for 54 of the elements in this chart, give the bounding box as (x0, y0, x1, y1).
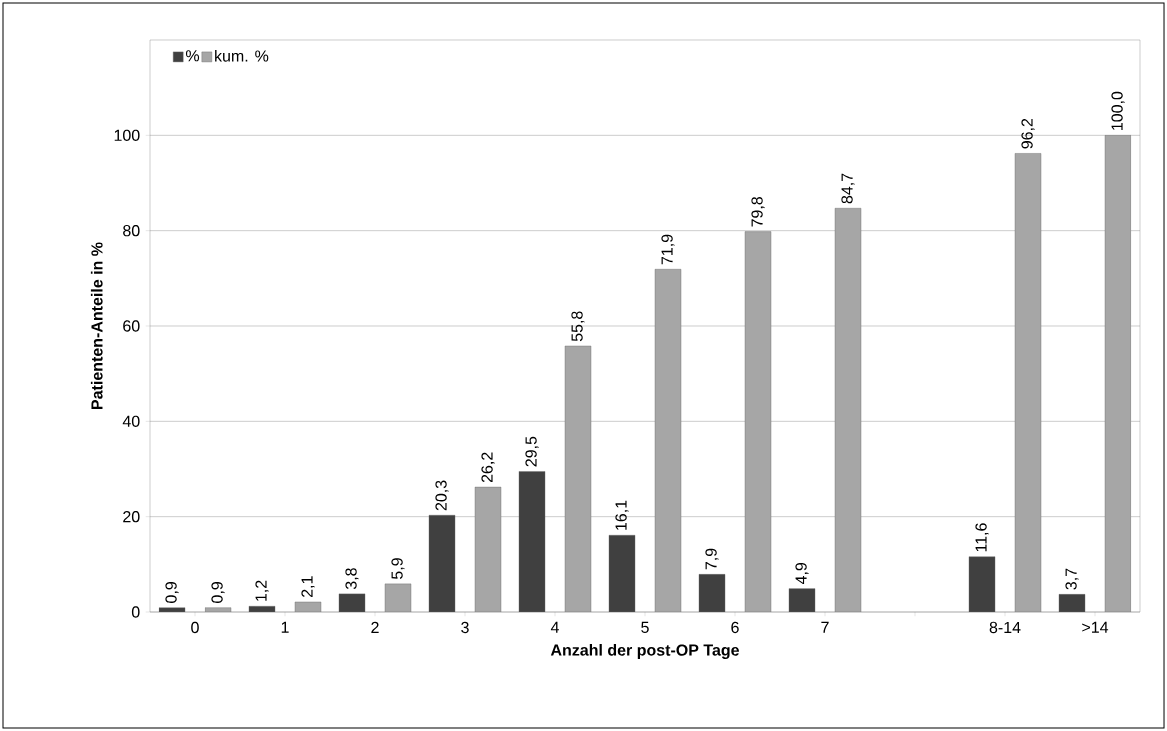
x-tick-label: 8-14 (989, 621, 1021, 634)
data-label: 3,8 (345, 568, 359, 590)
x-tick-label: 0 (191, 621, 199, 634)
y-tick-label: 0 (131, 606, 140, 618)
data-label: 7,9 (705, 548, 719, 570)
bar (968, 556, 996, 612)
y-tick-label: 20 (123, 511, 140, 523)
data-label: 2,1 (301, 576, 315, 597)
bar (294, 601, 322, 612)
y-tick-label: 80 (123, 225, 140, 237)
data-label: 29,5 (525, 436, 539, 467)
data-label: 100,0 (1111, 91, 1125, 130)
y-axis-title: Patienten-Anteile in % (90, 242, 103, 409)
data-label: 11,6 (975, 523, 989, 552)
bar (428, 515, 456, 612)
x-tick-label: 7 (821, 621, 829, 633)
y-tick-label: 60 (123, 320, 140, 332)
bar (834, 208, 862, 612)
data-label: 96,2 (1021, 118, 1035, 149)
x-tick-label: >14 (1082, 621, 1109, 633)
x-tick-label: 6 (731, 621, 739, 634)
x-axis-title: Anzahl der post-OP Tage (550, 644, 739, 659)
data-label: 55,8 (571, 311, 585, 342)
x-tick-label: 4 (550, 621, 559, 633)
bar (474, 486, 502, 612)
bar (1104, 135, 1132, 612)
bar (564, 345, 592, 612)
data-label: 4,9 (795, 562, 809, 585)
data-label: 84,7 (841, 173, 855, 204)
bar (608, 535, 636, 612)
data-label: 71,9 (661, 234, 675, 265)
data-label: 1,2 (255, 580, 269, 601)
data-label: 0,9 (211, 582, 225, 603)
y-tick-label: 100 (114, 129, 140, 141)
data-label: 0,9 (165, 582, 179, 603)
bar (654, 269, 682, 612)
x-tick-label: 5 (641, 621, 649, 633)
bar (518, 471, 546, 612)
data-label: 5,9 (391, 558, 405, 580)
data-label: 26,2 (481, 452, 495, 483)
x-tick-label: 2 (371, 621, 379, 633)
bar (1014, 153, 1042, 612)
bar (384, 583, 412, 612)
data-label: 20,3 (435, 480, 449, 511)
data-label: 3,7 (1065, 568, 1079, 590)
y-tick-label: 40 (122, 415, 140, 427)
data-label: 79,8 (751, 196, 765, 227)
bar (204, 607, 232, 612)
bar (744, 231, 772, 612)
data-label: 16,1 (615, 500, 629, 530)
x-tick-label: 1 (281, 621, 289, 633)
legend-label: % (185, 50, 200, 62)
legend-label: kum. % (215, 49, 269, 62)
x-tick-label: 3 (461, 621, 469, 634)
